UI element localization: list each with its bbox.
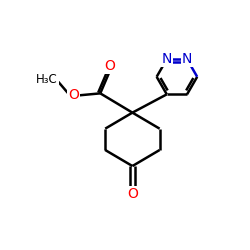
Text: N: N — [182, 52, 192, 66]
Text: O: O — [127, 187, 138, 201]
Text: O: O — [105, 59, 116, 73]
Text: N: N — [162, 52, 172, 66]
Text: O: O — [68, 88, 79, 102]
Text: H₃C: H₃C — [36, 73, 58, 86]
